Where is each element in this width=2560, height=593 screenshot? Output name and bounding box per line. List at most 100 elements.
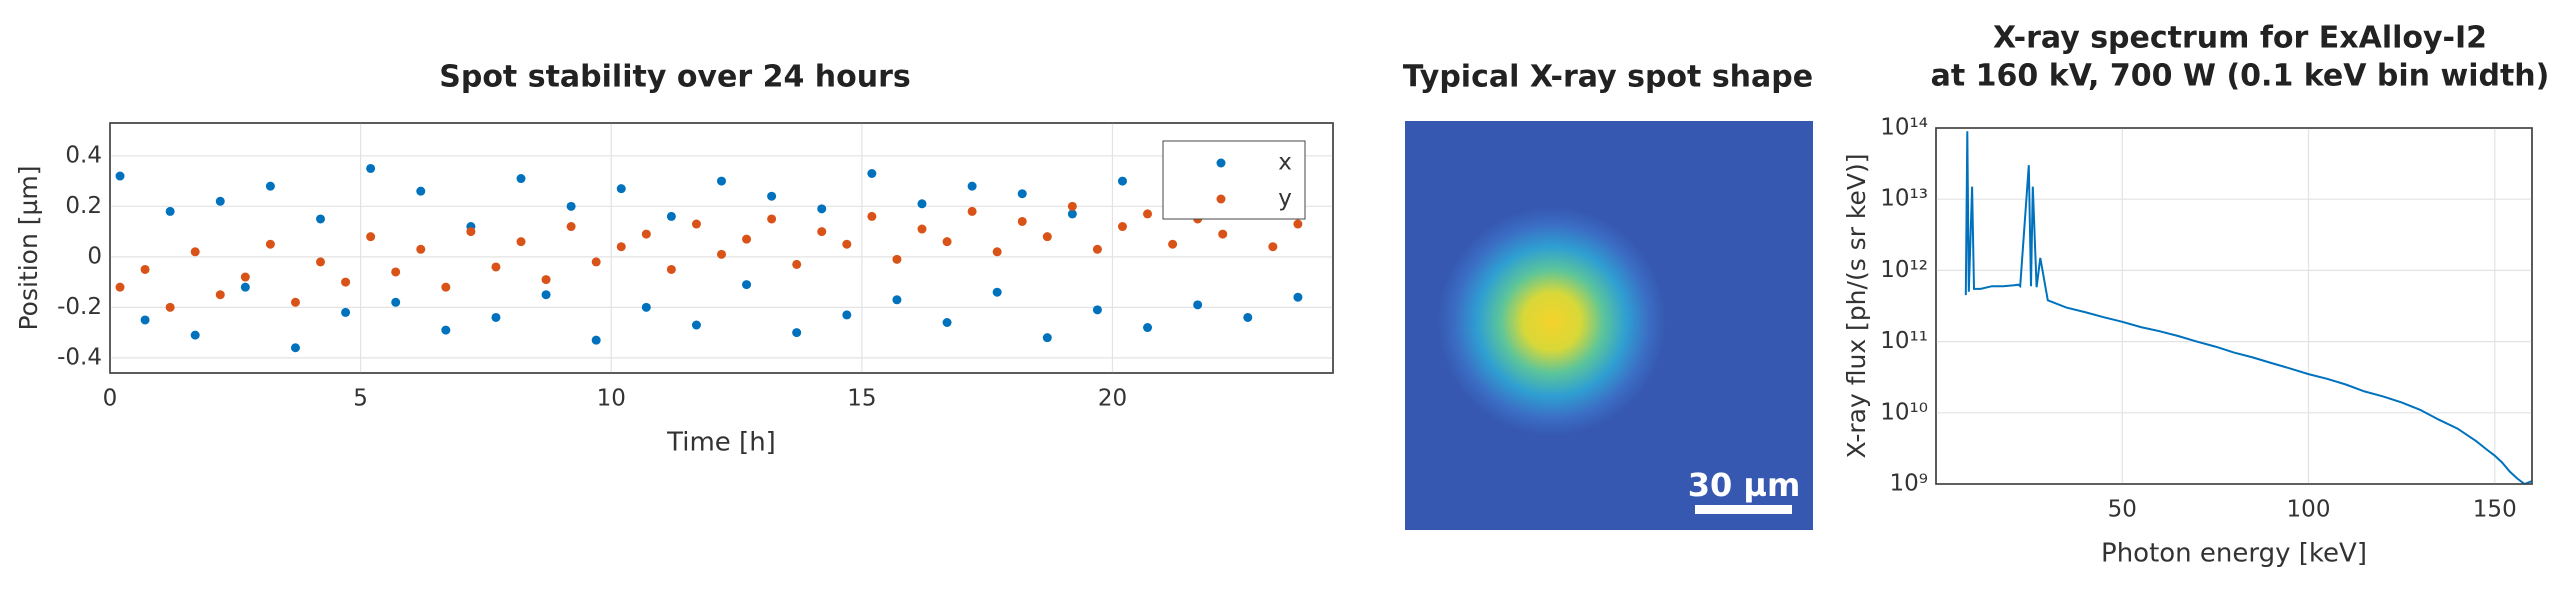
scatter-point [917, 224, 927, 234]
scatter-point [817, 204, 827, 214]
scatter-point [717, 249, 726, 259]
scatter-point [115, 171, 125, 181]
scatter-point [541, 275, 551, 285]
scatter-point [1143, 323, 1153, 333]
scatter-point [691, 320, 701, 330]
scale-bar [1695, 505, 1792, 514]
x-tick-label: 15 [847, 386, 876, 412]
x-tick-label: 20 [1098, 386, 1127, 412]
plot-frame [109, 122, 1334, 374]
scatter-point [1268, 242, 1278, 252]
scatter-point [1067, 201, 1077, 211]
scatter-point [140, 264, 150, 274]
scatter-point [792, 328, 802, 338]
scatter-point [416, 244, 426, 254]
y-tick-label: 10¹² [1880, 257, 1928, 283]
scatter-point [867, 211, 877, 221]
scatter-point [441, 325, 451, 335]
x-axis-label: Time [h] [666, 428, 776, 458]
x-axis-label: Photon energy [keV] [2101, 539, 2367, 569]
scatter-point [165, 302, 175, 312]
scatter-point [265, 181, 275, 191]
x-tick-label: 100 [2287, 497, 2331, 523]
spot-image [1405, 121, 1813, 530]
legend-marker [1216, 158, 1226, 168]
legend-label: y [1278, 186, 1292, 212]
scatter-point [1293, 219, 1303, 229]
scatter-point [842, 239, 852, 249]
scatter-point [1193, 300, 1203, 310]
plot-area [109, 122, 1334, 374]
scatter-point [591, 257, 601, 267]
scatter-point [1117, 176, 1127, 186]
scatter-point [1092, 244, 1102, 254]
scatter-point [215, 290, 225, 300]
y-tick-label: 10¹⁴ [1880, 115, 1928, 141]
x-tick-label: 50 [2108, 497, 2137, 523]
scatter-point [391, 297, 401, 307]
scatter-point [942, 237, 952, 247]
scatter-point [516, 237, 526, 247]
scatter-point [1293, 292, 1303, 302]
scatter-point [1042, 333, 1052, 343]
y-tick-label: 0.4 [65, 142, 102, 168]
legend-marker [1216, 194, 1226, 204]
chart-title: X-ray spectrum for ExAlloy-I2 [1993, 21, 2487, 56]
scatter-point [1017, 216, 1027, 226]
scatter-point [190, 247, 200, 257]
scatter-point [666, 264, 676, 274]
x-tick-label: 5 [353, 386, 368, 412]
y-tick-label: 10¹¹ [1880, 328, 1928, 354]
scatter-point [1218, 229, 1228, 239]
scatter-point [290, 297, 300, 307]
scatter-point [566, 201, 576, 211]
scatter-point [792, 259, 802, 269]
scatter-point [441, 282, 451, 292]
scatter-point [1042, 232, 1052, 242]
y-tick-label: 10¹⁰ [1880, 399, 1928, 425]
y-tick-label: 0.2 [65, 193, 102, 219]
scatter-point [892, 254, 902, 264]
y-tick-label: 10¹³ [1880, 186, 1928, 212]
scatter-point [641, 302, 651, 312]
scatter-point [290, 343, 300, 353]
scale-bar-label: 30 µm [1688, 466, 1801, 504]
scatter-point [115, 282, 125, 292]
spectrum-line [1964, 131, 2533, 486]
scatter-point [566, 222, 576, 232]
scatter-point [516, 174, 526, 184]
scatter-point [466, 227, 476, 237]
scatter-point [240, 282, 250, 292]
scatter-point [1067, 209, 1077, 219]
y-tick-label: 10⁹ [1890, 471, 1929, 497]
scatter-point [892, 295, 902, 305]
scatter-point [616, 184, 626, 194]
scatter-point [391, 267, 401, 277]
y-axis-label: X-ray flux [ph/(s sr keV)] [1842, 153, 1871, 458]
scatter-point [265, 239, 275, 249]
scatter-point [341, 277, 351, 287]
scatter-point [366, 163, 376, 173]
scatter-point [416, 186, 426, 196]
legend-label: x [1278, 150, 1292, 176]
x-tick-label: 0 [103, 386, 118, 412]
scatter-point [917, 199, 927, 209]
scatter-point [1143, 209, 1153, 219]
scatter-point [491, 312, 501, 322]
scatter-point [742, 234, 752, 244]
scatter-point [240, 272, 250, 282]
scatter-point [842, 310, 852, 320]
chart-title: Spot stability over 24 hours [439, 60, 911, 95]
scatter-point [1017, 189, 1027, 199]
scatter-point [992, 287, 1002, 297]
scatter-point [1243, 312, 1253, 322]
scatter-point [641, 229, 651, 239]
scatter-point [316, 257, 326, 267]
plot-frame [1935, 127, 2533, 485]
scatter-point [316, 214, 326, 224]
plot-area [1935, 127, 2533, 485]
scatter-point [767, 214, 777, 224]
x-tick-label: 150 [2473, 497, 2517, 523]
scatter-point [341, 307, 351, 317]
scatter-point [215, 196, 225, 206]
